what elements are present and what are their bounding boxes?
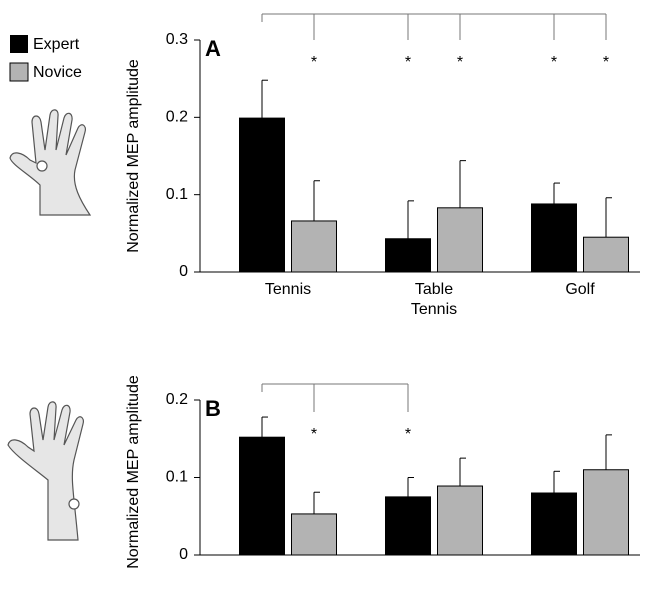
bar bbox=[291, 220, 337, 273]
bar bbox=[531, 203, 577, 273]
hand-icon bbox=[9, 109, 92, 216]
bar bbox=[385, 238, 431, 273]
bar bbox=[239, 117, 285, 273]
bar bbox=[437, 485, 483, 556]
significance-mark: * bbox=[551, 54, 557, 71]
y-axis-label: Normalized MEP amplitude bbox=[125, 59, 142, 253]
y-tick-label: 0.1 bbox=[166, 469, 188, 486]
bar bbox=[385, 496, 431, 556]
bar bbox=[531, 492, 577, 556]
y-tick-label: 0.2 bbox=[166, 109, 188, 126]
y-tick-label: 0 bbox=[179, 546, 188, 563]
significance-mark: * bbox=[405, 426, 411, 443]
bar bbox=[583, 469, 629, 556]
panel-label: B bbox=[205, 396, 221, 421]
y-tick-label: 0 bbox=[179, 263, 188, 280]
hand-icon bbox=[7, 401, 84, 541]
y-tick-label: 0.1 bbox=[166, 186, 188, 203]
significance-mark: * bbox=[311, 426, 317, 443]
x-tick-label: Table Tennis bbox=[410, 281, 458, 318]
panel-label: A bbox=[205, 36, 221, 61]
legend-swatch bbox=[9, 62, 29, 82]
legend-label: Expert bbox=[33, 36, 80, 53]
bar bbox=[437, 207, 483, 273]
bar bbox=[239, 436, 285, 556]
bar bbox=[583, 236, 629, 273]
significance-mark: * bbox=[603, 54, 609, 71]
y-axis-label: Normalized MEP amplitude bbox=[125, 375, 142, 569]
bar bbox=[291, 513, 337, 556]
y-tick-label: 0.3 bbox=[166, 31, 188, 48]
legend-swatch bbox=[10, 35, 28, 53]
significance-mark: * bbox=[457, 54, 463, 71]
significance-mark: * bbox=[405, 54, 411, 71]
x-tick-label: Tennis bbox=[264, 281, 312, 298]
y-tick-label: 0.2 bbox=[166, 391, 188, 408]
significance-mark: * bbox=[311, 54, 317, 71]
x-tick-label: Golf bbox=[565, 281, 595, 298]
legend-label: Novice bbox=[33, 64, 82, 81]
